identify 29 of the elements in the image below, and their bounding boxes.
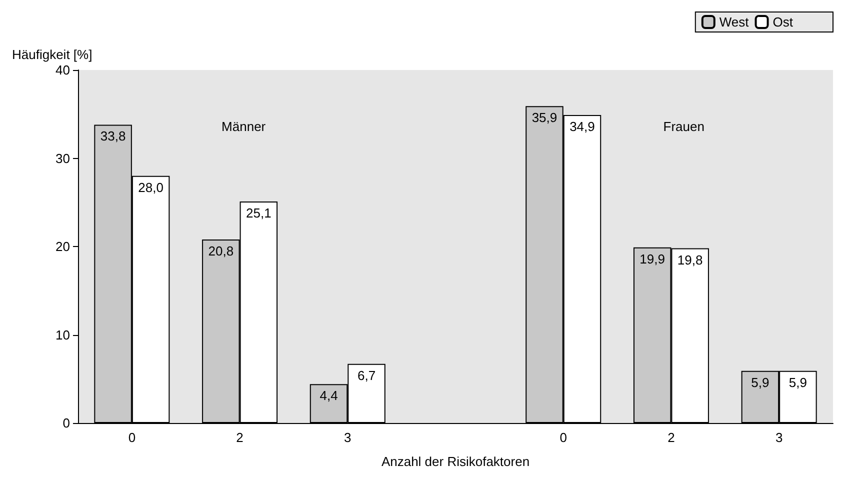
legend-label: Ost: [772, 14, 794, 30]
data-label: 35,9: [532, 110, 558, 126]
y-tick-label: 0: [62, 416, 70, 430]
data-label: 34,9: [570, 119, 595, 134]
x-tick-label: 2: [236, 430, 244, 445]
data-label: 5,9: [751, 374, 770, 390]
y-tick-label: 40: [56, 62, 70, 78]
y-tick-label: 20: [56, 239, 70, 254]
annotation: Männer: [222, 119, 266, 134]
data-label: 5,9: [788, 374, 807, 390]
data-label: 19,9: [640, 251, 665, 266]
data-label: 4,4: [320, 388, 338, 404]
data-label: 6,7: [357, 368, 376, 383]
x-tick-label: 3: [775, 430, 783, 445]
x-tick-label: 2: [668, 430, 675, 445]
legend-label: West: [719, 14, 750, 30]
data-label: 19,8: [677, 252, 703, 268]
x-tick-label: 0: [128, 430, 136, 445]
x-axis-title: Anzahl der Risikofaktoren: [381, 454, 530, 469]
data-label: 20,8: [208, 243, 234, 258]
y-tick-label: 30: [56, 150, 70, 166]
y-axis-title: Häufigkeit [%]: [12, 47, 92, 62]
data-label: 33,8: [100, 128, 126, 144]
annotation: Frauen: [663, 119, 704, 134]
x-tick-label: 0: [560, 430, 567, 445]
x-tick-label: 3: [344, 430, 352, 445]
data-label: 28,0: [138, 180, 164, 195]
data-label: 25,1: [246, 205, 272, 220]
y-tick-label: 10: [56, 327, 70, 342]
